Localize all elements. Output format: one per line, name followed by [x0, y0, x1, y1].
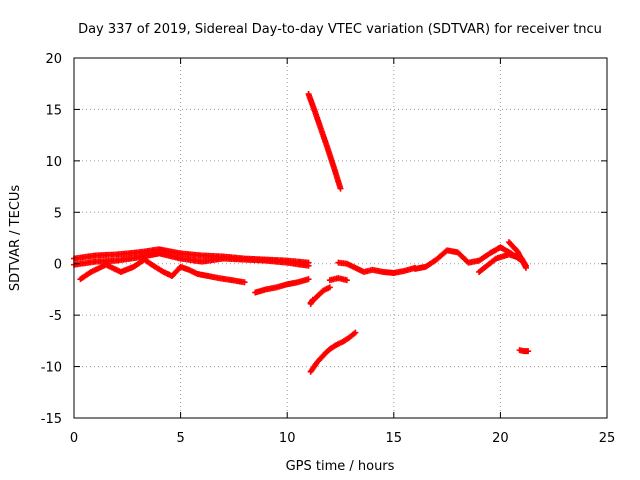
series-steep-positive — [305, 91, 344, 192]
y-tick-label: 10 — [45, 155, 62, 170]
x-tick-label: 25 — [599, 431, 616, 446]
series-short-dip — [307, 284, 333, 306]
y-tick-label: 15 — [45, 103, 62, 118]
data-point — [337, 185, 344, 192]
y-tick-label: -10 — [41, 361, 62, 376]
data-points — [71, 91, 532, 375]
plot-frame — [73, 57, 608, 419]
axis-ticks: 0 5 10 15 20 25 -15 -10 -5 0 5 10 15 20 — [41, 52, 616, 446]
x-tick-label: 5 — [176, 431, 184, 446]
data-point — [343, 277, 350, 284]
series-recovery-negative — [307, 329, 359, 375]
data-point — [522, 262, 529, 269]
x-tick-label: 10 — [279, 431, 296, 446]
data-point — [305, 276, 312, 283]
x-tick-label: 0 — [70, 431, 78, 446]
data-point — [241, 279, 248, 286]
y-tick-label: 20 — [45, 52, 62, 67]
series-dip-arcs — [77, 256, 248, 286]
y-axis-label: SDTVAR / TECUs — [8, 185, 23, 292]
data-point — [352, 329, 359, 336]
series-mid-cluster — [335, 259, 419, 276]
x-tick-label: 20 — [492, 431, 509, 446]
series-descending-arc — [252, 276, 312, 296]
y-tick-label: -5 — [49, 309, 62, 324]
series-mid-segment — [326, 275, 350, 284]
y-tick-label: -15 — [41, 412, 62, 427]
data-point — [525, 348, 532, 355]
data-point — [309, 296, 316, 303]
x-tick-label: 15 — [386, 431, 403, 446]
series-isolated-dip — [307, 296, 316, 307]
y-tick-label: 0 — [54, 258, 62, 273]
grid — [74, 58, 607, 418]
chart-title: Day 337 of 2019, Sidereal Day-to-day VTE… — [78, 22, 602, 37]
data-point — [305, 262, 312, 269]
series-isolated-negative — [516, 347, 532, 355]
x-axis-label: GPS time / hours — [286, 459, 395, 474]
series-late-tail — [476, 251, 529, 275]
data-point — [326, 284, 333, 291]
y-tick-label: 5 — [54, 206, 62, 221]
